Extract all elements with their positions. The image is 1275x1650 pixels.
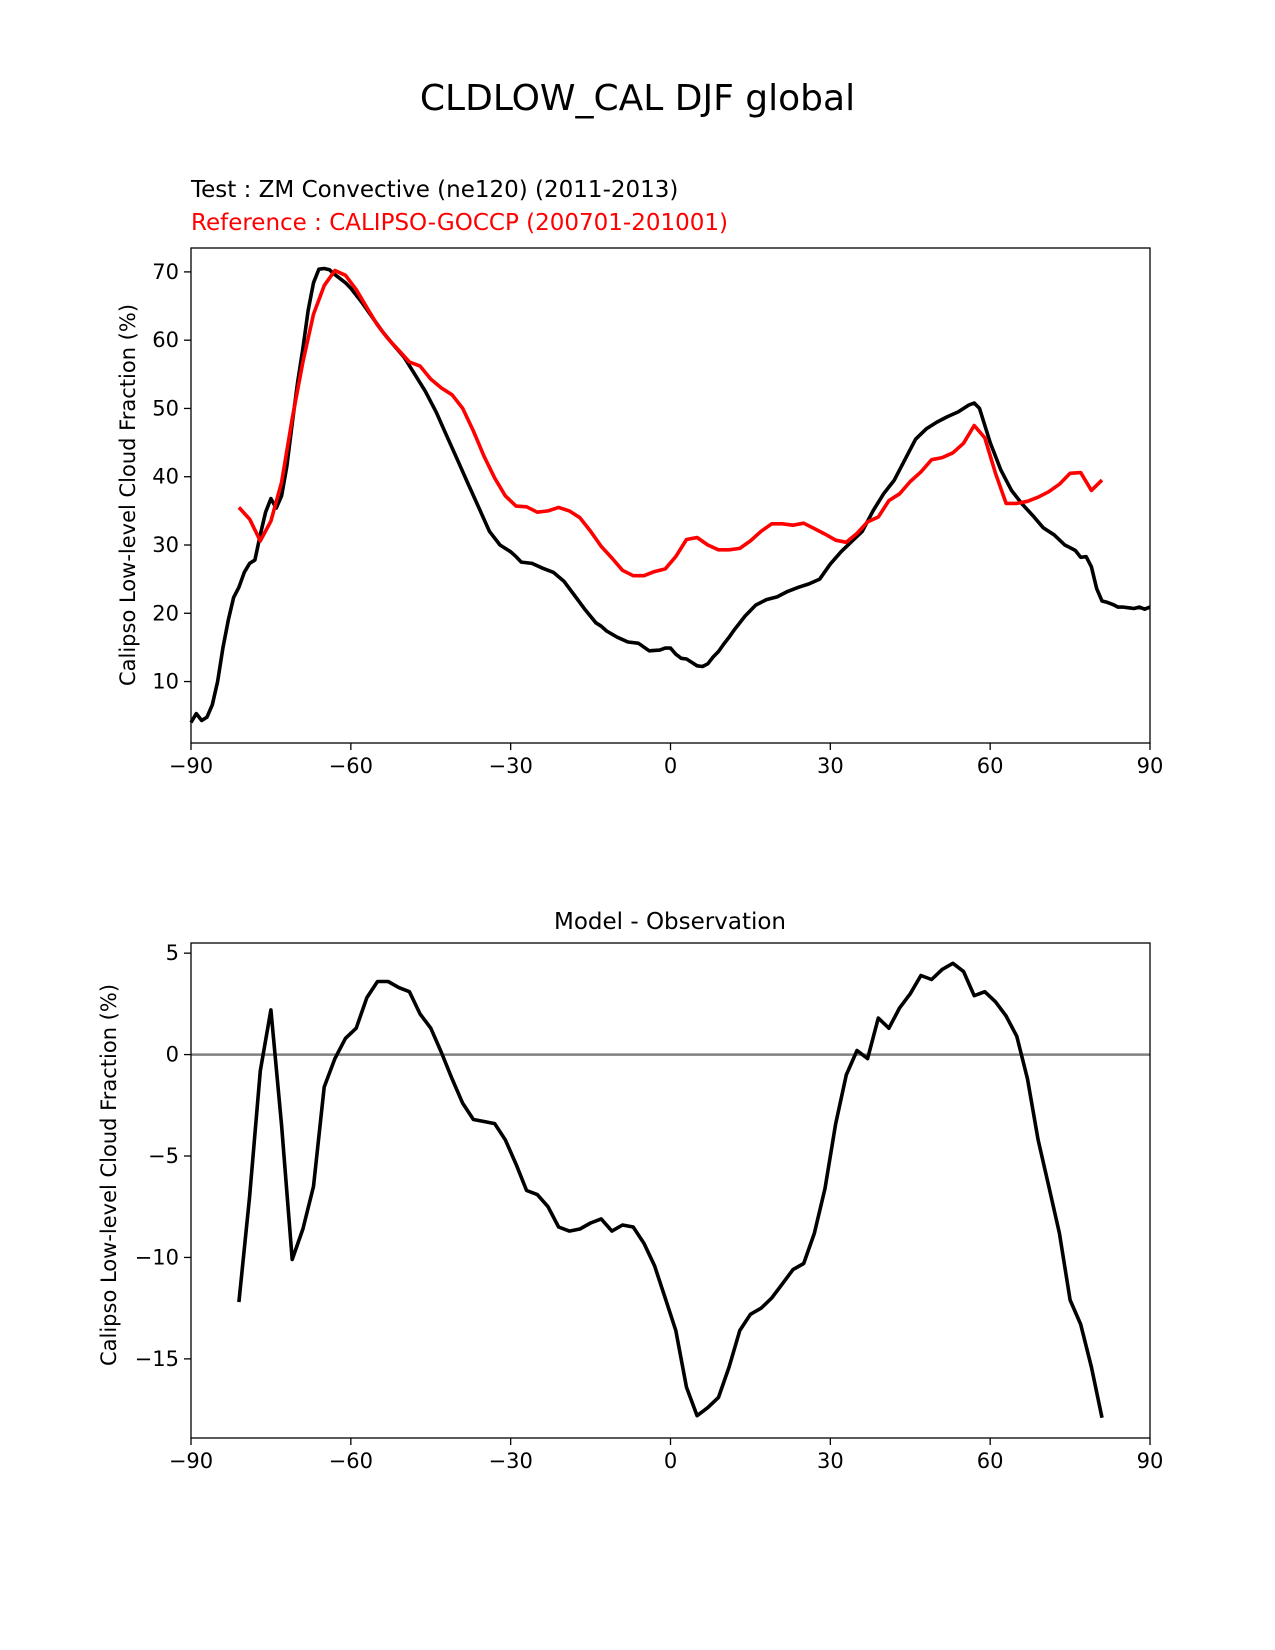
bot-x-tick-label: 30 xyxy=(817,1449,844,1473)
top-x-axis: −90 −60 −30 0 30 60 90 xyxy=(169,743,1164,778)
top-y-tick-label: 30 xyxy=(152,533,179,557)
top-x-tick-label: 30 xyxy=(817,754,844,778)
top-y-axis: 10 20 30 40 50 60 70 xyxy=(152,260,191,694)
top-x-tick-label: −90 xyxy=(169,754,213,778)
test-series-line xyxy=(189,266,1151,724)
bottom-y-axis-label: Calipso Low-level Cloud Fraction (%) xyxy=(97,984,121,1366)
bottom-x-axis: −90 −60 −30 0 30 60 90 xyxy=(169,1438,1164,1473)
top-panel: Test : ZM Convective (ne120) (2011-2013)… xyxy=(116,177,1163,778)
top-y-tick-label: 60 xyxy=(152,328,179,352)
bot-y-tick-label: 0 xyxy=(166,1043,179,1067)
top-x-tick-label: 0 xyxy=(664,754,677,778)
figure-title: CLDLOW_CAL DJF global xyxy=(420,78,855,119)
top-y-tick-label: 70 xyxy=(152,260,179,284)
top-y-tick-label: 20 xyxy=(152,601,179,625)
bot-x-tick-label: 90 xyxy=(1137,1449,1164,1473)
top-x-tick-label: −60 xyxy=(329,754,373,778)
bottom-title: Model - Observation xyxy=(554,909,786,935)
bot-y-tick-label: −5 xyxy=(148,1144,179,1168)
difference-series-line xyxy=(237,961,1104,1419)
top-x-tick-label: 90 xyxy=(1137,754,1164,778)
bot-x-tick-label: −90 xyxy=(169,1449,213,1473)
reference-series-line xyxy=(237,268,1104,578)
top-x-tick-label: −30 xyxy=(489,754,533,778)
top-plot-area xyxy=(189,266,1151,724)
bottom-axes-frame xyxy=(190,942,1151,1439)
bottom-plot-area xyxy=(191,961,1150,1419)
test-label: Test : ZM Convective (ne120) (2011-2013) xyxy=(190,177,678,203)
bot-y-tick-label: −10 xyxy=(135,1245,179,1269)
reference-label: Reference : CALIPSO-GOCCP (200701-201001… xyxy=(191,210,728,236)
bot-x-tick-label: 0 xyxy=(664,1449,677,1473)
top-y-tick-label: 40 xyxy=(152,465,179,489)
bot-x-tick-label: −60 xyxy=(329,1449,373,1473)
top-x-tick-label: 60 xyxy=(977,754,1004,778)
bot-y-tick-label: −15 xyxy=(135,1347,179,1371)
bot-x-tick-label: −30 xyxy=(489,1449,533,1473)
bottom-y-axis: −15 −10 −5 0 5 xyxy=(135,941,191,1371)
top-axes-frame xyxy=(190,247,1151,744)
top-y-tick-label: 10 xyxy=(152,670,179,694)
top-y-tick-label: 50 xyxy=(152,396,179,420)
bot-y-tick-label: 5 xyxy=(166,941,179,965)
top-y-axis-label: Calipso Low-level Cloud Fraction (%) xyxy=(116,304,140,686)
bot-x-tick-label: 60 xyxy=(977,1449,1004,1473)
bottom-panel: Model - Observation −90 −60 −30 0 30 60 90 −15… xyxy=(97,909,1163,1473)
